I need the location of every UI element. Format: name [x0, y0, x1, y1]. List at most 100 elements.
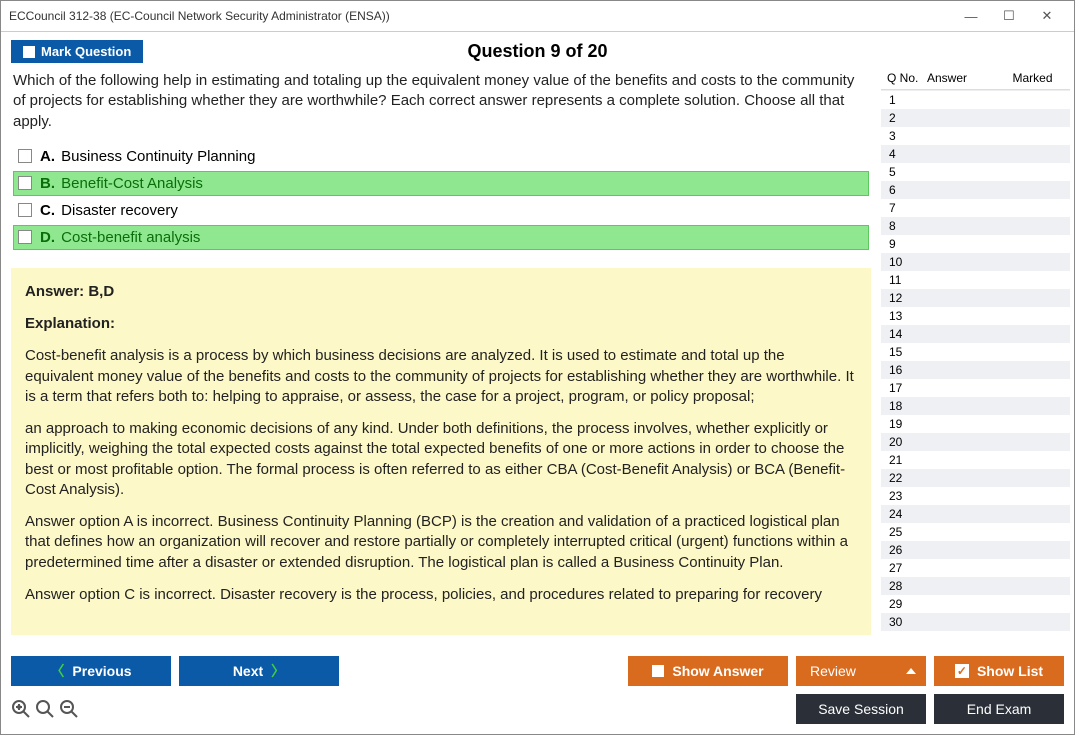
question-text: Which of the following help in estimatin… — [11, 67, 871, 144]
answer-box: Answer: B,D Explanation: Cost-benefit an… — [11, 268, 871, 635]
qlist-row[interactable]: 16 — [881, 361, 1070, 379]
titlebar: ECCouncil 312-38 (EC-Council Network Sec… — [1, 1, 1074, 32]
qlist-qno: 2 — [889, 110, 929, 126]
qlist-qno: 1 — [889, 92, 929, 108]
qlist-row[interactable]: 9 — [881, 235, 1070, 253]
qlist-row[interactable]: 29 — [881, 595, 1070, 613]
qlist-qno: 9 — [889, 236, 929, 252]
previous-button[interactable]: 〈 Previous — [11, 656, 171, 686]
mark-question-label: Mark Question — [41, 44, 131, 59]
explanation-header: Explanation: — [25, 314, 857, 334]
qlist-row[interactable]: 1 — [881, 91, 1070, 109]
qlist-qno: 29 — [889, 596, 929, 612]
qlist-qno: 15 — [889, 344, 929, 360]
previous-label: Previous — [72, 663, 131, 679]
show-list-label: Show List — [977, 663, 1043, 679]
qlist-col-answer: Answer — [927, 71, 997, 85]
qlist-row[interactable]: 21 — [881, 451, 1070, 469]
checkbox-icon[interactable] — [18, 230, 32, 244]
zoom-out-icon[interactable] — [59, 699, 79, 719]
next-button[interactable]: Next 〉 — [179, 656, 339, 686]
qlist-row[interactable]: 4 — [881, 145, 1070, 163]
question-counter: Question 9 of 20 — [467, 41, 607, 62]
qlist-row[interactable]: 2 — [881, 109, 1070, 127]
square-icon — [652, 665, 664, 677]
qlist-row[interactable]: 15 — [881, 343, 1070, 361]
show-answer-button[interactable]: Show Answer — [628, 656, 788, 686]
qlist-qno: 18 — [889, 398, 929, 414]
checkbox-icon[interactable] — [18, 149, 32, 163]
qlist-qno: 24 — [889, 506, 929, 522]
qlist-row[interactable]: 20 — [881, 433, 1070, 451]
option-row[interactable]: C. Disaster recovery — [13, 198, 869, 223]
show-answer-label: Show Answer — [672, 663, 763, 679]
qlist-qno: 3 — [889, 128, 929, 144]
qlist-qno: 28 — [889, 578, 929, 594]
qlist-row[interactable]: 30 — [881, 613, 1070, 631]
footer: 〈 Previous Next 〉 Show Answer Review ✓ S… — [1, 646, 1074, 734]
qlist-qno: 19 — [889, 416, 929, 432]
qlist-qno: 6 — [889, 182, 929, 198]
end-exam-label: End Exam — [967, 701, 1032, 717]
qlist-row[interactable]: 22 — [881, 469, 1070, 487]
qlist-qno: 23 — [889, 488, 929, 504]
footer-row-1: 〈 Previous Next 〉 Show Answer Review ✓ S… — [11, 656, 1064, 686]
qlist-row[interactable]: 7 — [881, 199, 1070, 217]
maximize-icon[interactable]: ☐ — [990, 5, 1028, 27]
qlist-qno: 7 — [889, 200, 929, 216]
mark-question-button[interactable]: Mark Question — [11, 40, 143, 63]
qlist-qno: 10 — [889, 254, 929, 270]
option-row[interactable]: A. Business Continuity Planning — [13, 144, 869, 169]
minimize-icon[interactable]: — — [952, 5, 990, 27]
qlist-row[interactable]: 25 — [881, 523, 1070, 541]
save-session-button[interactable]: Save Session — [796, 694, 926, 724]
next-label: Next — [233, 663, 263, 679]
qlist-body[interactable]: 1234567891011121314151617181920212223242… — [881, 90, 1070, 646]
qlist-qno: 5 — [889, 164, 929, 180]
qlist-row[interactable]: 18 — [881, 397, 1070, 415]
qlist-qno: 4 — [889, 146, 929, 162]
check-icon: ✓ — [955, 664, 969, 678]
show-list-button[interactable]: ✓ Show List — [934, 656, 1064, 686]
option-row[interactable]: D. Cost-benefit analysis — [13, 225, 869, 250]
close-icon[interactable]: ✕ — [1028, 5, 1066, 27]
qlist-row[interactable]: 6 — [881, 181, 1070, 199]
qlist-row[interactable]: 11 — [881, 271, 1070, 289]
zoom-in-icon[interactable] — [35, 699, 55, 719]
qlist-row[interactable]: 23 — [881, 487, 1070, 505]
checkbox-icon[interactable] — [18, 176, 32, 190]
end-exam-button[interactable]: End Exam — [934, 694, 1064, 724]
review-button[interactable]: Review — [796, 656, 926, 686]
qlist-row[interactable]: 27 — [881, 559, 1070, 577]
chevron-left-icon: 〈 — [50, 664, 64, 678]
qlist-qno: 16 — [889, 362, 929, 378]
chevron-right-icon: 〉 — [271, 664, 285, 678]
question-scroll[interactable]: Which of the following help in estimatin… — [11, 67, 875, 646]
qlist-row[interactable]: 24 — [881, 505, 1070, 523]
zoom-reset-icon[interactable] — [11, 699, 31, 719]
qlist-row[interactable]: 8 — [881, 217, 1070, 235]
qlist-row[interactable]: 26 — [881, 541, 1070, 559]
qlist-row[interactable]: 28 — [881, 577, 1070, 595]
qlist-row[interactable]: 3 — [881, 127, 1070, 145]
window-controls: — ☐ ✕ — [952, 5, 1066, 27]
qlist-qno: 21 — [889, 452, 929, 468]
qlist-row[interactable]: 5 — [881, 163, 1070, 181]
qlist-row[interactable]: 19 — [881, 415, 1070, 433]
qlist-qno: 12 — [889, 290, 929, 306]
qlist-row[interactable]: 10 — [881, 253, 1070, 271]
qlist-row[interactable]: 13 — [881, 307, 1070, 325]
checkbox-icon — [23, 46, 35, 58]
qlist-row[interactable]: 14 — [881, 325, 1070, 343]
option-label: C. Disaster recovery — [40, 202, 178, 219]
explanation-paragraph: an approach to making economic decisions… — [25, 419, 857, 500]
qlist-qno: 11 — [889, 272, 929, 288]
qlist-row[interactable]: 17 — [881, 379, 1070, 397]
checkbox-icon[interactable] — [18, 203, 32, 217]
qlist-header: Q No. Answer Marked — [881, 67, 1070, 90]
question-panel: Which of the following help in estimatin… — [11, 67, 875, 646]
qlist-qno: 26 — [889, 542, 929, 558]
qlist-row[interactable]: 12 — [881, 289, 1070, 307]
body: Which of the following help in estimatin… — [1, 67, 1074, 646]
option-row[interactable]: B. Benefit-Cost Analysis — [13, 171, 869, 196]
